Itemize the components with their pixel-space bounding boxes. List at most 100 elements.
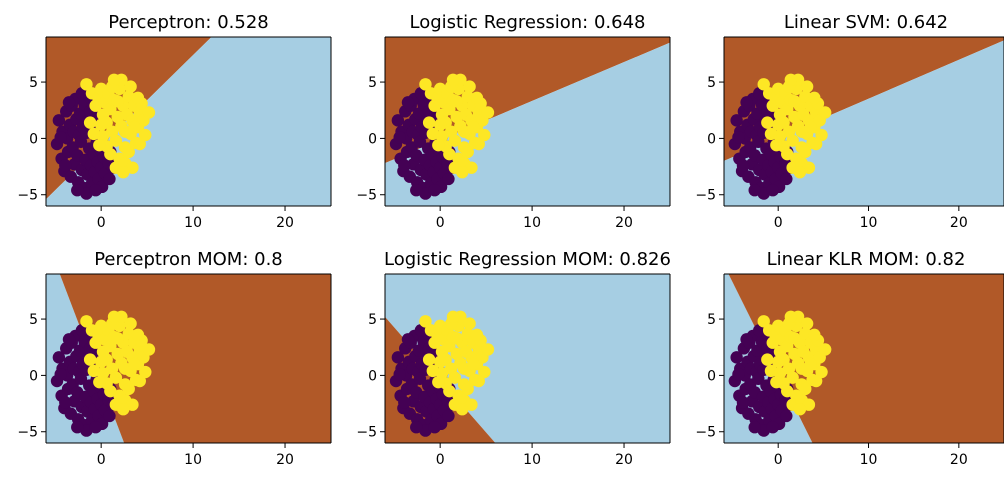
point-class-1 <box>87 364 101 378</box>
point-class-1 <box>809 374 823 388</box>
point-class-1 <box>463 80 476 93</box>
point-class-0 <box>89 421 102 434</box>
point-class-1 <box>809 137 823 151</box>
point-class-1 <box>786 134 799 147</box>
y-tick-label: 5 <box>29 312 38 328</box>
point-class-0 <box>732 131 745 144</box>
x-tick-label: 10 <box>523 215 541 231</box>
subplot-title: Logistic Regression MOM: 0.826 <box>384 249 671 270</box>
point-class-1 <box>122 327 135 340</box>
point-class-1 <box>800 80 814 93</box>
x-tick-label: 20 <box>950 452 968 468</box>
point-class-1 <box>446 310 460 324</box>
point-class-1 <box>419 78 432 91</box>
point-class-0 <box>442 409 455 423</box>
point-class-0 <box>398 159 411 172</box>
x-tick-label: 20 <box>276 215 294 231</box>
subplot-6: 0 10 20 −5 0 5 Linear KLR MOM: 0.82 <box>695 249 1004 468</box>
point-class-1 <box>804 357 817 371</box>
point-class-1 <box>131 328 145 342</box>
point-class-1 <box>799 145 812 159</box>
point-class-0 <box>442 172 455 186</box>
point-class-0 <box>393 368 406 381</box>
point-class-1 <box>799 90 812 103</box>
point-class-1 <box>83 353 97 366</box>
point-class-1 <box>761 353 774 366</box>
point-class-0 <box>413 372 427 385</box>
point-class-1 <box>799 382 812 396</box>
point-class-1 <box>764 127 778 141</box>
y-tick-label: −5 <box>17 425 38 441</box>
point-class-0 <box>71 421 84 434</box>
plot-area <box>724 37 1004 206</box>
y-tick-label: 5 <box>368 75 377 91</box>
x-tick-label: 10 <box>860 215 878 231</box>
point-class-1 <box>461 327 474 340</box>
point-class-1 <box>422 353 436 366</box>
y-tick-label: 0 <box>368 368 377 384</box>
point-class-1 <box>448 371 462 384</box>
point-class-1 <box>446 73 460 87</box>
point-class-0 <box>401 96 415 109</box>
subplot-3: 0 10 20 −5 0 5 Linear SVM: 0.642 <box>695 12 1004 231</box>
point-class-1 <box>457 362 471 375</box>
subplot-title: Perceptron MOM: 0.8 <box>94 249 283 270</box>
point-class-1 <box>87 127 101 141</box>
point-class-0 <box>780 172 793 186</box>
point-class-1 <box>467 357 480 371</box>
point-class-1 <box>117 166 130 179</box>
point-class-1 <box>432 138 445 152</box>
point-class-0 <box>62 333 76 346</box>
point-class-1 <box>784 310 798 324</box>
plot-area <box>385 274 670 443</box>
point-class-1 <box>463 317 476 330</box>
point-class-1 <box>126 161 139 174</box>
point-class-0 <box>54 131 67 144</box>
y-tick-label: 5 <box>707 75 716 91</box>
point-class-1 <box>117 403 130 416</box>
point-class-1 <box>93 375 106 389</box>
point-class-1 <box>757 315 770 328</box>
point-class-0 <box>428 184 441 197</box>
point-class-1 <box>111 332 124 345</box>
point-class-1 <box>784 73 798 87</box>
point-class-0 <box>89 184 102 197</box>
point-class-0 <box>752 135 765 148</box>
point-class-0 <box>391 351 405 364</box>
x-tick-label: 10 <box>860 452 878 468</box>
point-class-1 <box>139 128 152 142</box>
x-tick-label: 20 <box>950 215 968 231</box>
point-class-1 <box>804 120 817 134</box>
point-class-1 <box>808 91 821 105</box>
point-class-1 <box>133 374 146 388</box>
point-class-0 <box>428 421 441 434</box>
point-class-0 <box>766 421 779 434</box>
point-class-1 <box>128 120 141 134</box>
point-class-0 <box>59 159 72 172</box>
point-class-1 <box>109 371 123 384</box>
y-tick-label: 0 <box>29 131 38 147</box>
plot-area <box>724 274 1004 443</box>
point-class-0 <box>52 351 66 364</box>
point-class-1 <box>467 120 480 134</box>
point-class-1 <box>793 403 807 416</box>
point-class-1 <box>786 371 799 384</box>
point-class-1 <box>757 78 770 91</box>
point-class-1 <box>472 374 485 388</box>
y-tick-label: 0 <box>368 131 377 147</box>
subplot-title: Linear SVM: 0.642 <box>784 12 948 33</box>
y-tick-label: 5 <box>29 75 38 91</box>
point-class-1 <box>456 166 469 179</box>
point-class-0 <box>780 409 793 423</box>
subplot-title: Perceptron: 0.528 <box>108 12 269 33</box>
point-class-0 <box>748 421 761 434</box>
point-class-0 <box>732 368 745 381</box>
point-class-1 <box>142 343 156 356</box>
point-class-1 <box>139 365 152 379</box>
point-class-1 <box>764 364 778 378</box>
point-class-0 <box>736 159 750 172</box>
point-class-0 <box>730 114 743 127</box>
point-class-1 <box>470 91 484 105</box>
point-class-0 <box>740 333 753 346</box>
